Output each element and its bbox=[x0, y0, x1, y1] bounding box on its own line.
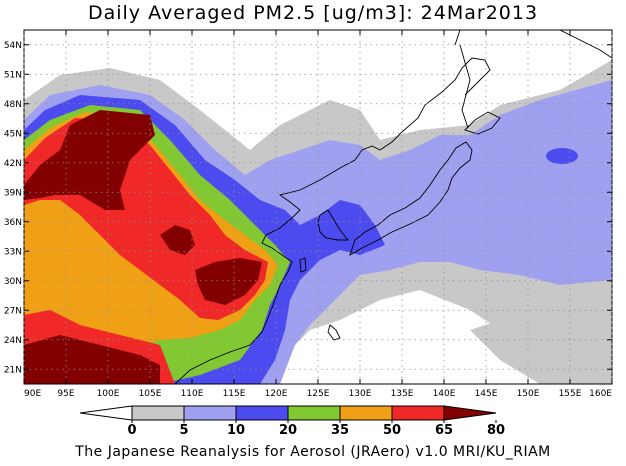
colorbar-label: 80 bbox=[487, 423, 505, 438]
footer-credit: The Japanese Reanalysis for Aerosol (JRA… bbox=[75, 444, 551, 460]
lat-label: 39N bbox=[4, 188, 22, 198]
colorbar-swatch bbox=[235, 405, 289, 421]
colorbar: 0 5 10 20 35 50 65 80 bbox=[79, 405, 505, 438]
longitude-labels: 90E 95E 100E 105E 110E 115E 120E 125E 130E 135E 14… bbox=[24, 389, 612, 399]
colorbar-label: 65 bbox=[435, 423, 453, 438]
lat-label: 45N bbox=[4, 129, 22, 139]
lon-label: 155E bbox=[559, 389, 582, 399]
colorbar-swatch bbox=[287, 405, 341, 421]
lon-label: 105E bbox=[139, 389, 162, 399]
lon-label: 90E bbox=[24, 389, 41, 399]
concentration-field bbox=[24, 30, 612, 384]
lat-label: 42N bbox=[4, 159, 22, 169]
lat-label: 24N bbox=[4, 336, 22, 346]
lon-label: 150E bbox=[517, 389, 540, 399]
graticule bbox=[23, 30, 613, 384]
lon-label: 130E bbox=[349, 389, 372, 399]
colorbar-label: 0 bbox=[127, 423, 136, 438]
lat-label: 21N bbox=[4, 365, 22, 375]
colorbar-label: 10 bbox=[227, 423, 245, 438]
colorbar-swatch bbox=[443, 405, 497, 421]
lon-label: 115E bbox=[223, 389, 246, 399]
colorbar-swatch bbox=[183, 405, 237, 421]
lon-label: 145E bbox=[475, 389, 498, 399]
lon-label: 140E bbox=[433, 389, 456, 399]
lon-label: 95E bbox=[57, 389, 74, 399]
lon-label: 125E bbox=[307, 389, 330, 399]
colorbar-label: 5 bbox=[179, 423, 188, 438]
colorbar-swatch bbox=[391, 405, 445, 421]
lat-label: 30N bbox=[4, 277, 22, 287]
lat-label: 33N bbox=[4, 247, 22, 257]
latitude-labels: 54N 51N 48N 45N 42N 39N 36N 33N 30N 27N 24N 21N bbox=[4, 41, 22, 376]
colorbar-label: 20 bbox=[279, 423, 297, 438]
level-80-plus bbox=[24, 110, 262, 384]
lon-label: 100E bbox=[97, 389, 120, 399]
lat-label: 36N bbox=[4, 218, 22, 228]
colorbar-swatch bbox=[339, 405, 393, 421]
colorbar-swatch bbox=[79, 405, 133, 421]
colorbar-label: 35 bbox=[331, 423, 349, 438]
lat-label: 51N bbox=[4, 70, 22, 80]
lon-label: 160E bbox=[589, 389, 612, 399]
lon-label: 110E bbox=[181, 389, 204, 399]
lat-label: 54N bbox=[4, 41, 22, 51]
lon-label: 120E bbox=[265, 389, 288, 399]
colorbar-label: 50 bbox=[383, 423, 401, 438]
lon-label: 135E bbox=[391, 389, 414, 399]
colorbar-swatch bbox=[131, 405, 185, 421]
lat-label: 27N bbox=[4, 306, 22, 316]
map-title: Daily Averaged PM2.5 [ug/m3]: 24Mar2013 bbox=[87, 2, 539, 24]
lat-label: 48N bbox=[4, 100, 22, 110]
